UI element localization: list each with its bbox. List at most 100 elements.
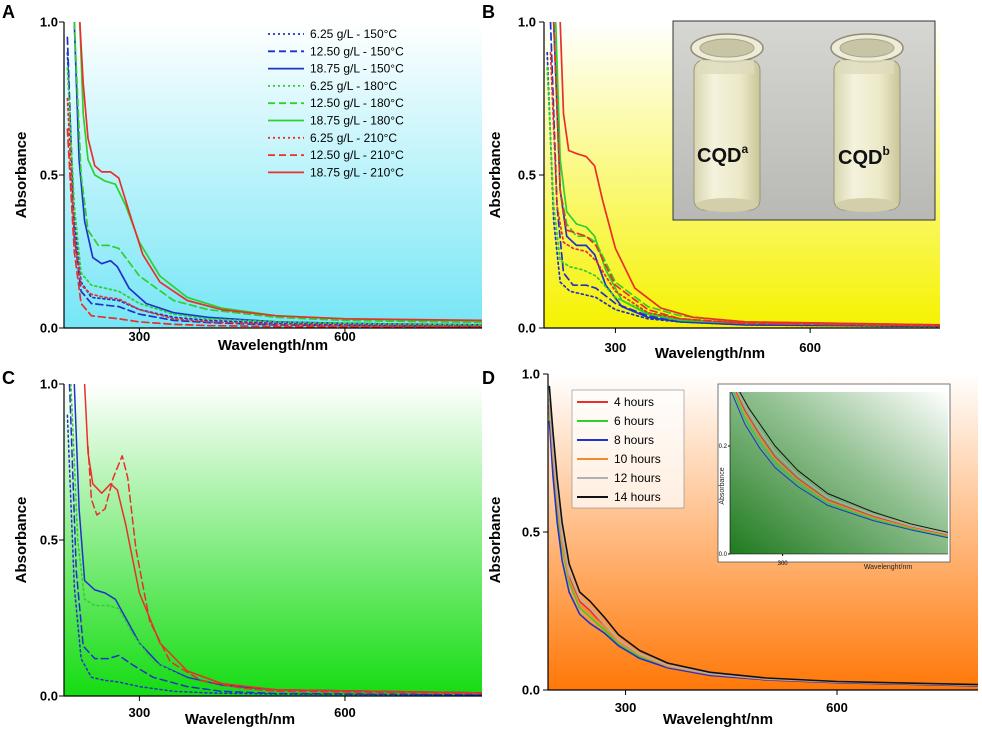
series-line-d-inset-3 (734, 392, 948, 537)
x-tick-label: 600 (799, 340, 821, 355)
panel-c-y-axis-title: Absorbance (13, 497, 30, 584)
series-line-a-4 (73, 22, 482, 324)
panel-a-x-axis-title: Wavelength/nm (218, 337, 328, 354)
panel-a-y-axis-title: Absorbance (13, 132, 30, 219)
y-tick-label: 0.5 (40, 168, 58, 183)
panel-a-legend: 6.25 g/L - 150°C 12.50 g/L - 150°C 18.75 g… (268, 27, 404, 179)
panel-letter-d: D (482, 368, 495, 388)
legend-entry-label: 12.50 g/L - 180°C (310, 96, 404, 110)
series-line-b-5 (554, 22, 940, 327)
series-line-c-2 (73, 384, 482, 694)
x-tick-label: 600 (826, 700, 848, 715)
series-line-a-7 (66, 128, 482, 328)
x-tick-label: 300 (605, 340, 627, 355)
series-line-b-3 (546, 67, 940, 327)
y-tick-label: 0.0 (518, 321, 536, 336)
legend-entry-label: 6 hours (614, 414, 654, 428)
y-tick-label: 0.0 (40, 689, 58, 704)
panel-a-plot-bg (64, 22, 482, 328)
vial-label-a-main: CQD (697, 145, 741, 167)
panel-a: 300 600 0.0 0.5 1.0 Wavelength/nm Absorbance… (13, 15, 482, 354)
panel-d-legend: 4 hours 6 hours 8 hours 10 hours 12 hours 14 … (571, 389, 685, 509)
series-line-a-6 (66, 97, 482, 328)
y-tick-label: 1.0 (40, 15, 58, 30)
series-line-b-2 (552, 22, 940, 328)
series-line-c-5 (87, 445, 482, 695)
series-line-b-8 (559, 22, 940, 326)
vial-label-a-sup: a (741, 142, 748, 156)
x-tick-label: 600 (334, 705, 356, 720)
legend-box (571, 389, 685, 509)
legend-entry-label: 4 hours (614, 395, 654, 409)
legend-entry-label: 18.75 g/L - 180°C (310, 114, 404, 128)
series-group-d (548, 385, 978, 687)
series-line-c-4 (83, 384, 482, 694)
x-tick-label: 300 (615, 700, 637, 715)
legend-entry-label: 18.75 g/L - 210°C (310, 165, 404, 179)
legend-entry-label: 6.25 g/L - 180°C (310, 79, 397, 93)
series-line-d-inset-1 (733, 392, 948, 538)
series-group-d-inset (731, 392, 948, 539)
series-line-c-0 (68, 384, 482, 696)
series-line-b-1 (549, 22, 940, 328)
inset-y-axis-title: Absorbance (719, 467, 726, 504)
legend-entry-label: 12.50 g/L - 150°C (310, 44, 404, 58)
tick-group-a: 300 600 0.0 0.5 1.0 (40, 15, 356, 344)
panel-d-y-axis-title: Absorbance (487, 497, 504, 584)
panel-b-y-axis-title: Absorbance (487, 132, 504, 219)
panel-b-x-axis-title: Wavelength/nm (655, 345, 765, 362)
x-tick-label: 300 (129, 705, 151, 720)
legend-entry-label: 12.50 g/L - 210°C (310, 148, 404, 162)
y-tick-label: 0.2 (719, 444, 728, 450)
y-tick-label: 1.0 (40, 377, 58, 392)
tick-group-b: 300 600 0.0 0.5 1.0 (518, 15, 821, 355)
legend-entry-label: 10 hours (614, 452, 661, 466)
series-group-b (546, 22, 940, 328)
panel-d-x-axis-title: Wavelenght/nm (663, 711, 773, 728)
x-tick-label: 600 (334, 329, 356, 344)
y-tick-label: 0.5 (40, 533, 58, 548)
panel-d: 300 600 0.0 0.5 1.0 Wavelenght/nm Absorbance… (487, 367, 978, 728)
vial-label-b-sup: b (882, 144, 889, 158)
vial-b (830, 33, 904, 212)
y-tick-label: 1.0 (518, 15, 536, 30)
vial-label-b: CQDb (838, 144, 890, 169)
panel-d-inset: 300 0.0 0.2 Wavelenght/nm Absorbance (717, 383, 951, 571)
panel-c-plot-bg (64, 384, 482, 696)
vial-photo: CQDa CQDb (672, 20, 936, 221)
panel-b: 300 600 0.0 0.5 1.0 Wavelength/nm Absorbance (487, 15, 940, 362)
x-tick-label: 300 (778, 561, 789, 567)
series-line-a-8 (78, 22, 482, 322)
series-line-d-inset-5 (739, 392, 948, 533)
series-line-d-inset-2 (731, 392, 948, 539)
panel-letter-b: B (482, 2, 495, 22)
tick-group-d-inset: 300 0.0 0.2 (719, 444, 789, 567)
legend-entry-label: 18.75 g/L - 150°C (310, 62, 404, 76)
series-line-a-3 (66, 67, 482, 326)
y-tick-label: 0.0 (522, 683, 540, 698)
panel-c: 300 600 0.0 0.5 1.0 Wavelength/nm Absorbance (13, 377, 482, 728)
series-line-d-inset-4 (737, 392, 948, 535)
series-line-d-2 (548, 420, 978, 687)
series-line-b-7 (552, 22, 940, 327)
x-tick-label: 300 (129, 329, 151, 344)
series-line-c-1 (66, 414, 482, 696)
series-line-c-3 (70, 384, 482, 695)
panel-letter-a: A (2, 2, 15, 22)
legend-entry-label: 6.25 g/L - 150°C (310, 27, 397, 41)
y-tick-label: 0.0 (40, 321, 58, 336)
inset-x-axis-title: Wavelenght/nm (864, 564, 913, 571)
tick-group-c: 300 600 0.0 0.5 1.0 (40, 377, 356, 720)
vial-label-b-main: CQD (838, 147, 882, 169)
y-tick-label: 0.5 (518, 168, 536, 183)
legend-entry-label: 8 hours (614, 433, 654, 447)
y-tick-label: 0.5 (522, 525, 540, 540)
vial-label-a: CQDa (697, 142, 748, 167)
series-group-a (66, 22, 482, 328)
series-group-c (66, 384, 482, 696)
series-line-d-4 (548, 398, 978, 686)
tick-group-d: 300 600 0.0 0.5 1.0 (522, 367, 848, 715)
series-line-d-5 (548, 385, 978, 686)
panel-letter-c: C (2, 368, 15, 388)
